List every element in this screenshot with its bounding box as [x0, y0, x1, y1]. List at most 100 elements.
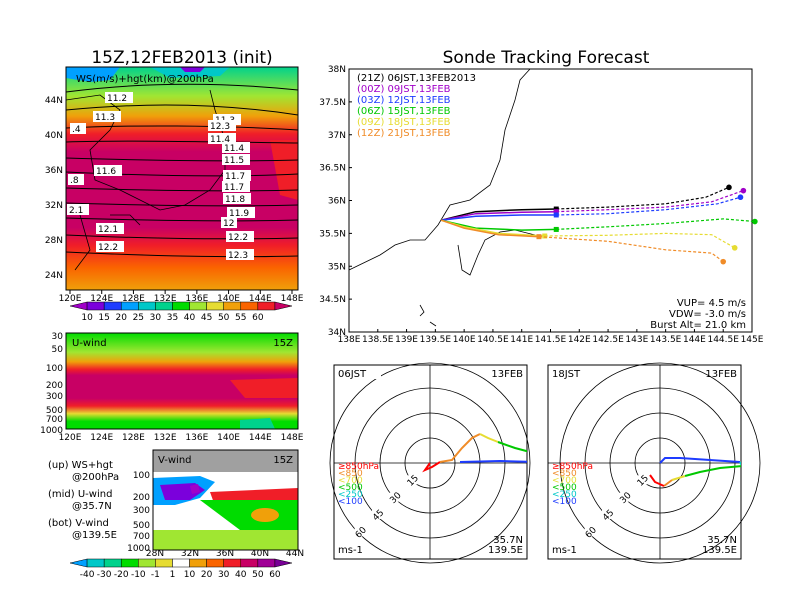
hodo-title: 06JST	[338, 369, 367, 380]
hodo-trace-segment	[739, 461, 741, 467]
track-landing-marker	[731, 245, 738, 251]
hodo-ring-label-bg	[584, 527, 597, 537]
track-ascent-line	[440, 219, 557, 231]
v-colorbar-cell	[120, 558, 139, 568]
v-panel: V-wind 15Z 28N 32N 36N 40N 44N 100 200 300 5007…	[69, 449, 304, 580]
track-x-tick-label: 138.5E	[362, 335, 394, 345]
ws-y-tick-label: 36N	[45, 166, 63, 176]
ws-contour-label: .4	[72, 125, 81, 135]
track-ascent-line	[441, 214, 557, 221]
ws-contour-label: 11.4	[224, 144, 244, 154]
hodo-legend-entry: ≥850hPa	[552, 462, 593, 472]
ws-contour-label: 11.5	[224, 156, 244, 166]
hodo-legend-entry: <700	[552, 476, 577, 486]
v-low-level	[153, 530, 298, 550]
u-panel-title: U-wind	[72, 338, 107, 349]
ws-contour-label: 11.9	[229, 209, 249, 219]
ws-colorbar-cell	[155, 301, 173, 311]
v-colorbar-cell	[206, 558, 224, 568]
ws-colorbar-label: 25	[133, 313, 144, 323]
hodo-location-lat: 35.7N	[493, 535, 523, 546]
track-ascent-line	[440, 219, 540, 238]
v-y-tick-label: 500	[133, 521, 150, 531]
ws-contour-label: 12	[223, 219, 234, 229]
u-y-tick-label: 500	[46, 406, 63, 416]
hodo-title-bg	[335, 366, 381, 379]
u-frame	[65, 332, 299, 430]
ws-contour-label-bg	[96, 223, 124, 234]
v-colorbar-label: 20	[201, 570, 213, 580]
ws-contour-label-bg	[223, 170, 251, 181]
track-legend-entry: (21Z) 06JST,13FEB2013	[357, 73, 476, 84]
ws-colorbar-label: 55	[235, 313, 246, 323]
ws-x-tick-label: 144E	[249, 294, 272, 304]
hodo-trace-segment	[671, 475, 686, 481]
hodo-frame	[547, 364, 742, 560]
track-y-ticks: 34N 34.5N 35N 35.5N 36N 36.5N 37N 37.5N 38N	[319, 65, 352, 338]
panel-legend-sub: @35.7N	[72, 501, 112, 512]
ws-colorbar-cell	[138, 301, 156, 311]
ws-contour-label: 11.8	[225, 195, 245, 205]
ws-inner-label: WS(m/s)+hgt(km)@200hPa	[76, 74, 214, 85]
track-x-ticks: 138E 138.5E 139E 139.5E 140E 140.5E 141E 141.5E…	[338, 329, 764, 345]
ws-colorbar-label: 45	[201, 313, 212, 323]
ws-contour-label: 12.2	[228, 233, 248, 243]
ws-contour-label-bg	[208, 120, 236, 131]
ws-y-tick-label: 28N	[45, 236, 63, 246]
track-x-tick-label: 141.5E	[535, 335, 567, 345]
u-x-tick-label: 128E	[122, 433, 145, 443]
panel-legend-line: (mid) U-wind	[48, 489, 112, 500]
v-x-tick-label: 44N	[286, 549, 304, 559]
v-colorbar-cell	[257, 558, 276, 568]
v-colorbar-label: 1	[170, 570, 176, 580]
track-x-tick-label: 143E	[625, 335, 648, 345]
hodo-location-lon: 139.5E	[702, 545, 737, 556]
v-colorbar-label: 60	[269, 570, 281, 580]
v-colorbar-cell	[172, 558, 190, 568]
ws-contour-label: .8	[70, 176, 79, 186]
ws-x-tick-label: 124E	[90, 294, 113, 304]
u-y-tick-label: 700	[46, 415, 63, 425]
track-burst-marker	[542, 233, 548, 239]
ws-contour-label-bg	[67, 204, 89, 215]
ws-colorbar-cell	[120, 301, 139, 311]
track-ascent-line	[440, 208, 557, 221]
track-y-tick-label: 38N	[328, 65, 346, 75]
ws-contour-label-bg	[105, 92, 133, 103]
u-x-tick-label: 144E	[249, 433, 272, 443]
v-x-tick-label: 40N	[251, 549, 269, 559]
u-x-ticks: 120E 124E 128E 132E 136E 140E 144E 148E	[59, 433, 304, 443]
track-landing-marker	[720, 258, 727, 265]
ws-colorbar-cell	[257, 301, 276, 311]
hodo-ring-label-bg	[389, 492, 402, 502]
ws-colorbar-cell	[223, 301, 242, 311]
track-legend-entry: (03Z) 12JST,13FEB	[357, 95, 451, 106]
ws-contour-label: 11.7	[224, 183, 244, 193]
ws-contour-label-bg	[227, 207, 255, 218]
v-x-tick-label: 32N	[181, 549, 199, 559]
track-x-tick-label: 142E	[568, 335, 591, 345]
ws-contour-label: 11.4	[210, 135, 230, 145]
track-landing-marker	[726, 184, 732, 191]
hodo-title-bg	[549, 366, 595, 379]
ws-contour-labels: 11.211.311.311.411.411.511.611.711.711.8…	[67, 92, 255, 261]
ws-x-ticks: 120E 124E 128E 132E 136E 140E 144E 148E	[59, 290, 304, 304]
ws-x-tick-label: 132E	[154, 294, 177, 304]
track-y-tick-label: 36.5N	[319, 164, 346, 174]
ws-x-tick-label: 148E	[281, 294, 304, 304]
v-colorbar-label: -20	[114, 570, 129, 580]
v-y-tick-label: 200	[133, 493, 150, 503]
hodo-trace-segment	[659, 457, 741, 464]
track-burst-marker	[553, 206, 559, 212]
track-legend: (21Z) 06JST,13FEB2013(00Z) 09JST,13FEB(0…	[357, 73, 476, 139]
hodo-date: 13FEB	[705, 369, 737, 380]
track-x-tick-label: 139E	[395, 335, 418, 345]
v-y-tick-label: 1000	[127, 544, 150, 554]
hodo-trace	[649, 457, 741, 487]
ws-colorbar-label: 40	[184, 313, 196, 323]
ws-contour-label: 2.1	[69, 206, 83, 216]
v-panel-title: V-wind	[158, 455, 192, 466]
u-y-tick-label: 200	[46, 381, 63, 391]
ws-colorbar-label: 20	[116, 313, 128, 323]
